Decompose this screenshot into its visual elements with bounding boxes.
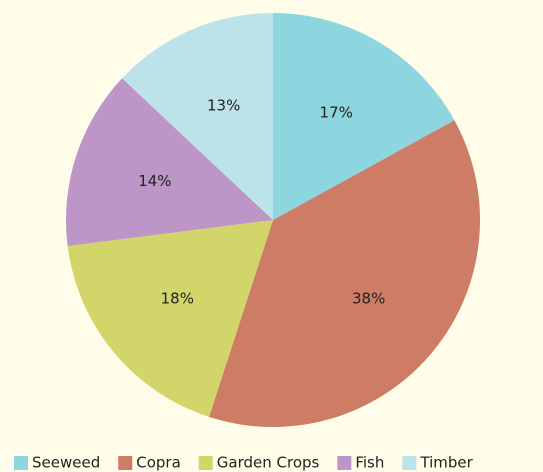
slice-label: 14%	[138, 172, 171, 190]
pie-slice	[209, 120, 481, 428]
legend-label: Seeweed	[32, 454, 100, 472]
slice-label: 13%	[207, 97, 240, 115]
pie-slice	[273, 13, 455, 220]
slice-label: 17%	[320, 104, 353, 122]
legend-label: Garden Crops	[217, 454, 320, 472]
legend-swatch	[198, 456, 213, 470]
legend-label: Copra	[136, 454, 181, 472]
legend-label: Timber	[419, 454, 473, 472]
legend-swatch	[118, 456, 133, 470]
pie-slice	[65, 78, 273, 246]
slice-label: 38%	[352, 290, 385, 308]
legend-swatch	[337, 456, 352, 470]
pie-slice	[122, 13, 274, 220]
legend-swatch	[14, 456, 28, 470]
slice-label: 18%	[161, 290, 194, 308]
pie-slice	[67, 220, 273, 417]
legend-swatch	[402, 456, 417, 470]
legend-label: Fish	[355, 454, 384, 472]
